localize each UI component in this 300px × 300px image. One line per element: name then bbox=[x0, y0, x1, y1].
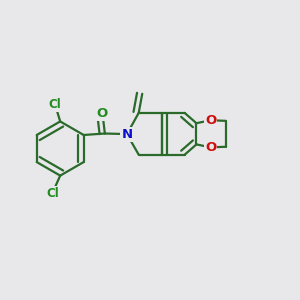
Text: N: N bbox=[122, 128, 133, 141]
Text: Cl: Cl bbox=[49, 98, 61, 111]
Text: O: O bbox=[205, 114, 216, 127]
Text: Cl: Cl bbox=[46, 187, 59, 200]
Text: O: O bbox=[97, 107, 108, 120]
Text: O: O bbox=[205, 141, 216, 154]
